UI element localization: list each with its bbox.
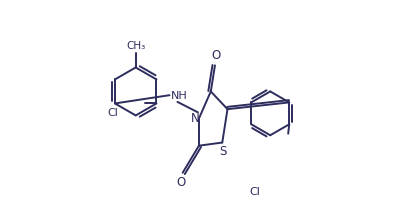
Text: Cl: Cl: [107, 108, 118, 118]
Text: Cl: Cl: [249, 187, 260, 197]
Text: CH₃: CH₃: [126, 41, 145, 51]
Text: S: S: [220, 146, 227, 158]
Text: O: O: [176, 176, 185, 189]
Text: NH: NH: [171, 91, 188, 101]
Text: O: O: [211, 50, 221, 63]
Text: N: N: [191, 112, 199, 125]
